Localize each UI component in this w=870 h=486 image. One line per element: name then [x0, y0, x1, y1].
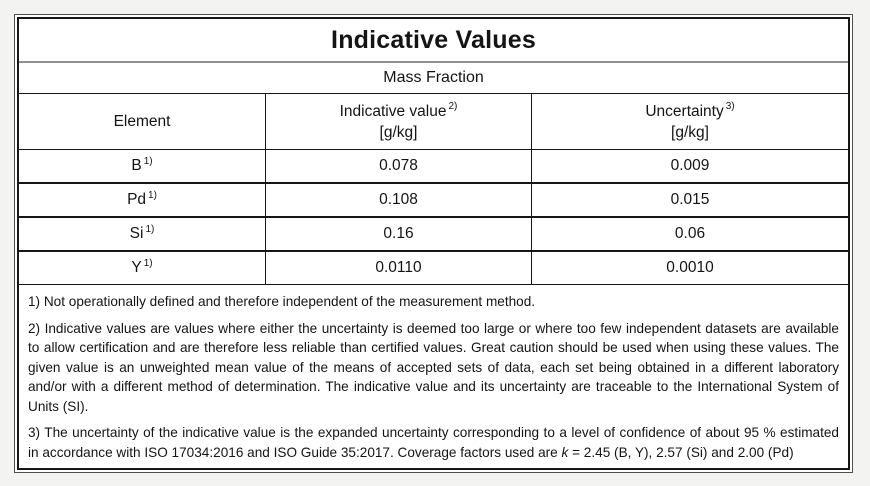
column-header-element: Element: [19, 94, 265, 149]
indicative-value-cell: 0.0110: [265, 252, 531, 284]
footnotes-section: 1) Not operationally defined and therefo…: [19, 284, 848, 469]
footnote-ref-1: 1): [145, 223, 155, 235]
footnote-ref-2: 2): [448, 101, 458, 113]
table-outer-frame: Indicative Values Mass Fraction Element …: [14, 14, 853, 473]
table-row-Si: Si 1) 0.16 0.06: [19, 216, 848, 250]
element-cell: B 1): [131, 155, 153, 174]
table-row-Y: Y 1) 0.0110 0.0010: [19, 250, 848, 284]
element-cell: Si 1): [129, 223, 155, 242]
indicative-values-table: Indicative Values Mass Fraction Element …: [17, 17, 850, 470]
footnote-ref-1: 1): [143, 155, 153, 167]
column-header-indicative-value: Indicative value 2) [g/kg]: [265, 94, 531, 149]
column-header-row: Element Indicative value 2) [g/kg] Uncert…: [19, 94, 848, 150]
column-header-element-label: Element: [113, 113, 171, 130]
column-header-uncertainty: Uncertainty 3) [g/kg]: [531, 94, 848, 149]
table-title-row: Indicative Values: [19, 19, 848, 63]
element-cell: Pd 1): [127, 189, 157, 208]
uncertainty-cell: 0.0010: [531, 252, 848, 284]
table-title: Indicative Values: [331, 25, 536, 54]
indicative-value-cell: 0.078: [265, 150, 531, 182]
footnote-ref-3: 3): [725, 101, 735, 113]
uncertainty-cell: 0.015: [531, 184, 848, 216]
uncertainty-cell: 0.009: [531, 150, 848, 182]
column-header-uncertainty-unit: [g/kg]: [671, 123, 709, 141]
table-row-B: B 1) 0.078 0.009: [19, 150, 848, 182]
footnote-2: 2) Indicative values are values where ei…: [28, 320, 839, 414]
uncertainty-cell: 0.06: [531, 218, 848, 250]
column-header-uncertainty-label: Uncertainty 3): [645, 101, 735, 120]
coverage-factor-symbol: k: [561, 444, 569, 460]
table-row-Pd: Pd 1) 0.108 0.015: [19, 182, 848, 216]
footnote-ref-1: 1): [148, 189, 157, 201]
table-subtitle-row: Mass Fraction: [19, 63, 848, 94]
footnote-1: 1) Not operationally defined and therefo…: [28, 294, 536, 309]
column-header-indicative-value-label: Indicative value 2): [339, 101, 458, 120]
column-header-indicative-value-unit: [g/kg]: [379, 123, 418, 141]
footnote-ref-1: 1): [143, 257, 153, 269]
table-subtitle: Mass Fraction: [383, 69, 484, 86]
indicative-value-cell: 0.108: [265, 184, 531, 216]
footnote-3: 3) The uncertainty of the indicative val…: [28, 425, 839, 460]
element-cell: Y 1): [131, 257, 153, 276]
indicative-value-cell: 0.16: [265, 218, 531, 250]
